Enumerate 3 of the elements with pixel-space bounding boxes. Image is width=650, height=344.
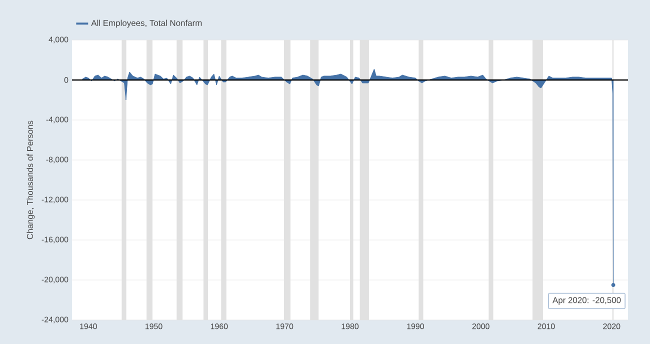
y-axis-title: Change, Thousands of Persons [26, 120, 35, 240]
legend-label: All Employees, Total Nonfarm [91, 20, 202, 28]
annotation: Apr 2020: -20,500 [552, 297, 621, 305]
